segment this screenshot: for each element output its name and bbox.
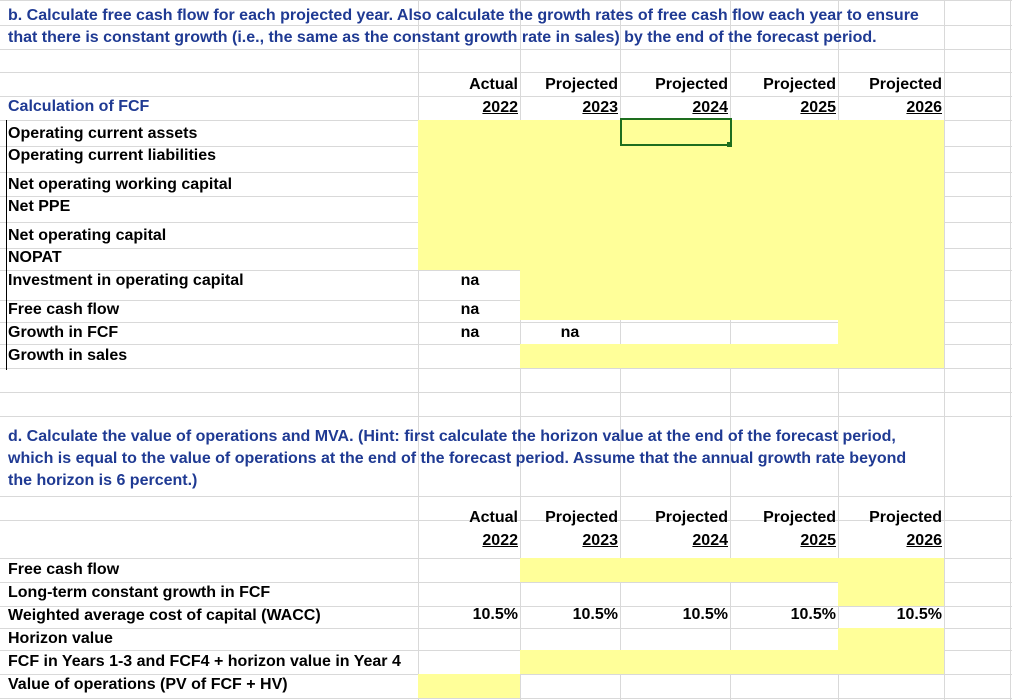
column-header-label: Projected (763, 76, 836, 93)
section-b-instructions: b. Calculate free cash flow for each pro… (8, 7, 919, 46)
input-area-b-growth-sales[interactable] (520, 344, 944, 368)
na-cell-growth-fcf-2023: na (560, 324, 580, 341)
column-header-label: Actual (469, 76, 518, 93)
column-header-year: 2025 (800, 532, 836, 549)
wacc-value: 10.5% (682, 606, 728, 623)
wacc-value: 10.5% (896, 606, 942, 623)
column-header-year: 2024 (692, 532, 728, 549)
row-label: NOPAT (8, 249, 62, 266)
wacc-value: 10.5% (790, 606, 836, 623)
column-header-label: Projected (545, 509, 618, 526)
row-label: Net operating capital (8, 227, 167, 244)
row-label: Value of operations (PV of FCF + HV) (8, 676, 288, 693)
column-header-year: 2023 (582, 99, 618, 116)
row-label: Net operating working capital (8, 176, 233, 193)
column-header-year: 2026 (906, 532, 942, 549)
input-area-b-growth-fcf[interactable] (838, 320, 944, 344)
row-label: Horizon value (8, 630, 113, 647)
row-label: Operating current assets (8, 125, 198, 142)
column-header-label: Projected (869, 509, 942, 526)
column-header-year: 2023 (582, 532, 618, 549)
row-label: Growth in sales (8, 347, 128, 364)
fill-handle[interactable] (727, 142, 732, 147)
column-header-label: Projected (869, 76, 942, 93)
na-cell-growth-fcf-2022: na (460, 324, 480, 341)
column-header-label: Actual (469, 509, 518, 526)
column-header-year: 2022 (482, 99, 518, 116)
row-label: Long-term constant growth in FCF (8, 584, 271, 601)
section-d-instructions: d. Calculate the value of operations and… (8, 428, 907, 489)
selected-cell[interactable] (620, 118, 732, 146)
input-area-d-fcf[interactable] (520, 558, 944, 582)
column-header-label: Projected (763, 509, 836, 526)
column-header-label: Projected (655, 76, 728, 93)
fcf-table-title: Calculation of FCF (8, 98, 150, 115)
input-area-d-growth[interactable] (838, 582, 944, 606)
column-header-year: 2026 (906, 99, 942, 116)
na-cell-investment: na (460, 272, 480, 289)
row-label: Weighted average cost of capital (WACC) (8, 607, 321, 624)
wacc-value: 10.5% (472, 606, 518, 623)
column-header-label: Projected (545, 76, 618, 93)
column-header-year: 2025 (800, 99, 836, 116)
na-cell-fcf: na (460, 301, 480, 318)
column-header-label: Projected (655, 509, 728, 526)
row-label: Growth in FCF (8, 324, 119, 341)
column-header-year: 2024 (692, 99, 728, 116)
input-area-d-fcf-years[interactable] (520, 650, 944, 674)
row-label: FCF in Years 1-3 and FCF4 + horizon valu… (8, 653, 401, 670)
table-left-border (6, 120, 7, 370)
row-label: Investment in operating capital (8, 272, 244, 289)
input-area-b-inv[interactable] (520, 270, 944, 320)
column-header-year: 2022 (482, 532, 518, 549)
row-label: Free cash flow (8, 301, 120, 318)
wacc-value: 10.5% (572, 606, 618, 623)
input-area-d-value-ops[interactable] (418, 674, 520, 698)
input-area-d-horizon[interactable] (838, 628, 944, 650)
row-label: Net PPE (8, 198, 71, 215)
row-label: Operating current liabilities (8, 147, 217, 164)
row-label: Free cash flow (8, 561, 120, 578)
